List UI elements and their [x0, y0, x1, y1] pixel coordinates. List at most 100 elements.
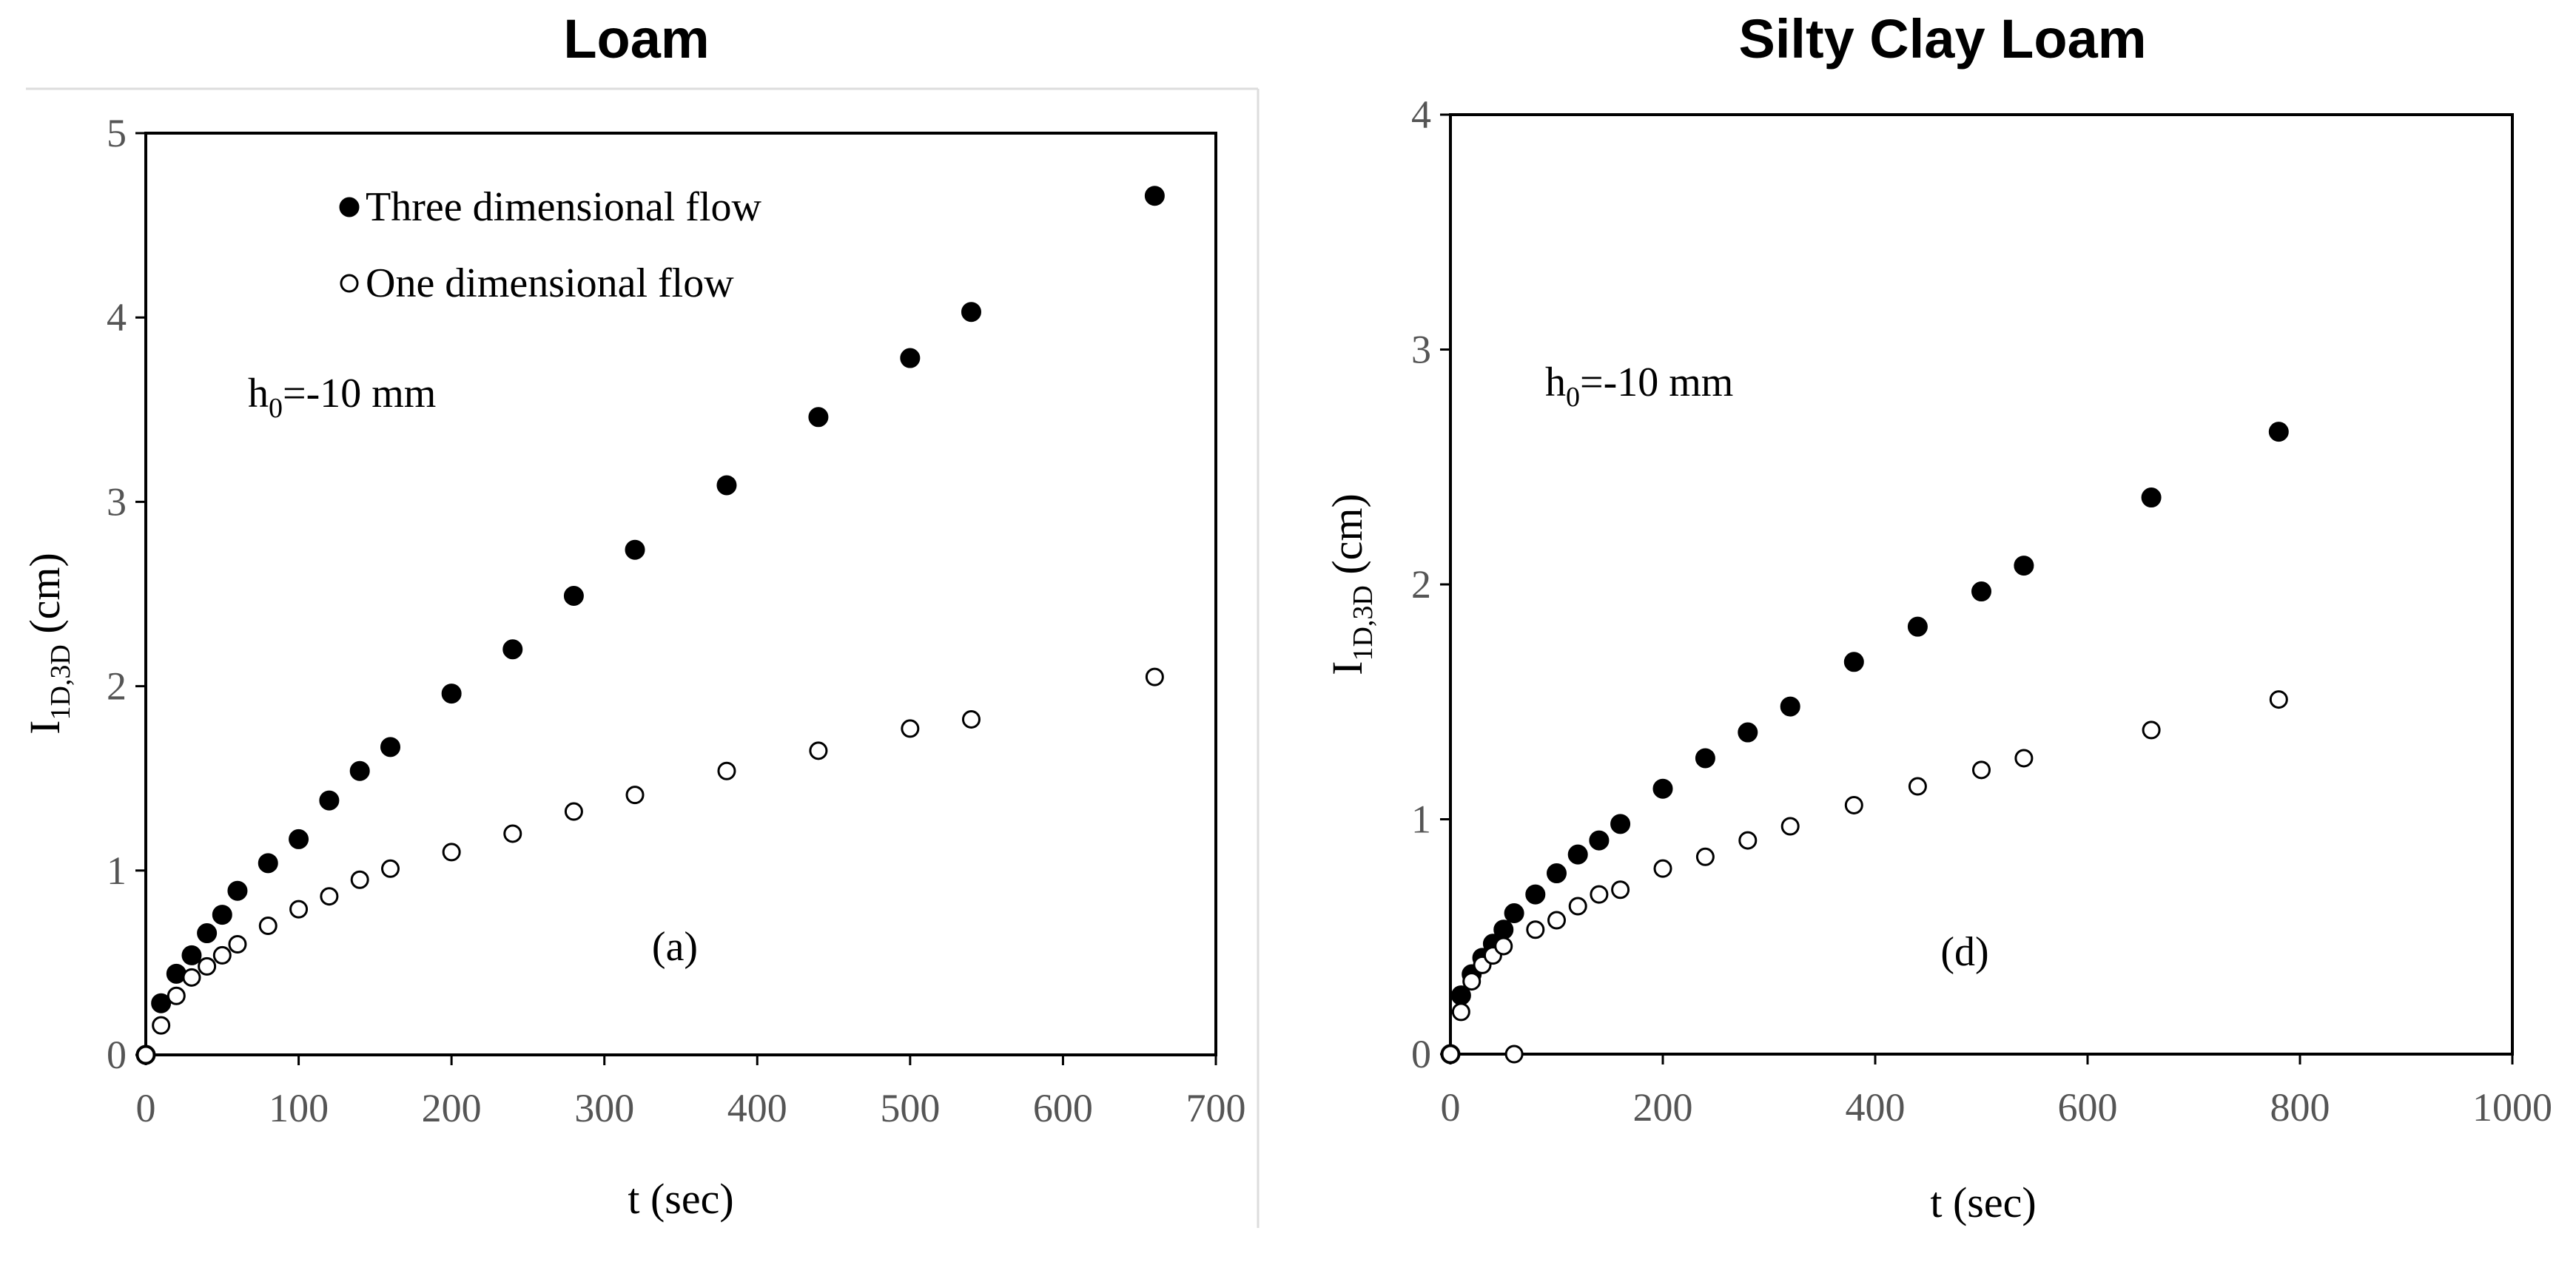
point-1d — [1462, 972, 1482, 991]
x-axis-ticks: 0 100 200 300 400 500 600 700 — [136, 1055, 1246, 1130]
point-3d — [1589, 830, 1610, 851]
y-axis-ticks: 0 1 2 3 4 5 — [107, 111, 146, 1077]
point-3d — [2268, 422, 2289, 442]
y-tick-label: 1 — [1411, 797, 1431, 842]
point-3d — [227, 880, 248, 901]
point-3d — [1738, 722, 1758, 743]
y-tick-label: 3 — [1411, 328, 1431, 372]
point-3d — [1971, 581, 1991, 602]
x-tick-label: 200 — [422, 1086, 482, 1130]
point-3d — [151, 993, 172, 1013]
point-1d — [1547, 911, 1566, 930]
point-3d — [1525, 884, 1546, 905]
point-1d — [1568, 897, 1587, 916]
point-1d — [212, 945, 232, 965]
data-points — [135, 186, 1165, 1065]
point-1d — [320, 887, 339, 906]
legend: Three dimensional flow One dimensional f… — [339, 184, 762, 306]
panel-label: (d) — [1940, 929, 1988, 975]
y-tick-label: 4 — [107, 295, 127, 340]
point-1d — [182, 968, 201, 987]
point-1d — [228, 934, 247, 954]
point-1d — [136, 1045, 155, 1064]
point-1d — [1504, 1045, 1524, 1064]
point-1d — [198, 956, 217, 976]
point-3d — [181, 945, 202, 965]
point-3d — [380, 737, 401, 757]
point-3d — [900, 348, 921, 368]
point-1d — [1451, 1002, 1470, 1022]
point-3d — [2014, 556, 2034, 576]
point-1d — [1441, 1045, 1460, 1064]
point-3d — [502, 639, 523, 660]
x-axis-label: t (sec) — [628, 1175, 733, 1223]
x-tick-label: 300 — [574, 1086, 634, 1130]
point-3d — [716, 475, 737, 496]
x-axis-label: t (sec) — [1930, 1178, 2036, 1226]
point-1d — [1695, 847, 1715, 866]
point-3d — [212, 905, 232, 925]
point-3d — [166, 963, 186, 984]
point-3d — [1567, 844, 1588, 865]
h0-annotation: h0=-10 mm — [1545, 360, 1733, 413]
x-tick-label: 600 — [1033, 1086, 1093, 1130]
point-1d — [625, 786, 645, 805]
point-3d — [1493, 919, 1514, 940]
point-3d — [289, 829, 309, 849]
point-1d — [1653, 859, 1672, 878]
point-3d — [1780, 696, 1800, 717]
chart-title: Loam — [563, 8, 709, 70]
point-1d — [2142, 721, 2161, 740]
point-1d — [901, 719, 920, 738]
point-3d — [258, 853, 278, 874]
chart-loam: Loam 0 1 2 3 4 5 0 100 200 300 400 500 600 700 t (se… — [21, 8, 1246, 1223]
point-3d — [197, 923, 218, 944]
point-1d — [503, 824, 522, 843]
y-tick-label: 3 — [107, 479, 127, 524]
x-tick-label: 200 — [1633, 1085, 1693, 1130]
x-tick-label: 400 — [727, 1086, 787, 1130]
point-3d — [1504, 903, 1524, 923]
x-tick-label: 0 — [1441, 1085, 1461, 1130]
panel-label: (a) — [652, 924, 698, 970]
point-1d — [1494, 937, 1513, 956]
point-1d — [1844, 795, 1863, 814]
x-tick-label: 700 — [1186, 1086, 1246, 1130]
point-3d — [319, 790, 340, 811]
point-1d — [1738, 831, 1758, 850]
point-3d — [1547, 863, 1567, 884]
x-axis-ticks: 0 200 400 600 800 1000 — [1441, 1054, 2552, 1130]
x-tick-label: 800 — [2270, 1085, 2330, 1130]
x-tick-label: 400 — [1846, 1085, 1906, 1130]
y-axis-ticks: 0 1 2 3 4 — [1411, 92, 1450, 1076]
point-1d — [1611, 880, 1630, 900]
x-tick-label: 0 — [136, 1086, 156, 1130]
point-3d — [625, 539, 645, 560]
y-axis-label: I1D,3D (cm) — [1323, 493, 1379, 675]
point-3d — [1610, 814, 1631, 834]
y-tick-label: 4 — [1411, 92, 1431, 137]
y-tick-label: 2 — [107, 664, 127, 709]
point-3d — [1907, 616, 1928, 637]
point-3d — [961, 302, 981, 323]
y-tick-label: 0 — [107, 1033, 127, 1077]
legend-label-1d: One dimensional flow — [366, 260, 734, 306]
point-1d — [2269, 690, 2288, 709]
legend-marker-filled — [339, 197, 360, 217]
chart-title: Silty Clay Loam — [1738, 8, 2146, 70]
h0-annotation: h0=-10 mm — [248, 371, 436, 424]
point-1d — [809, 741, 828, 760]
legend-label-3d: Three dimensional flow — [366, 184, 762, 230]
y-tick-label: 1 — [107, 848, 127, 893]
y-tick-label: 2 — [1411, 562, 1431, 607]
x-tick-label: 600 — [2058, 1085, 2118, 1130]
point-1d — [381, 859, 400, 878]
point-3d — [1695, 748, 1715, 769]
point-1d — [1145, 667, 1164, 686]
point-3d — [349, 760, 370, 781]
point-1d — [152, 1016, 171, 1035]
point-3d — [1843, 652, 1864, 672]
point-1d — [564, 802, 583, 821]
point-3d — [1652, 778, 1673, 799]
